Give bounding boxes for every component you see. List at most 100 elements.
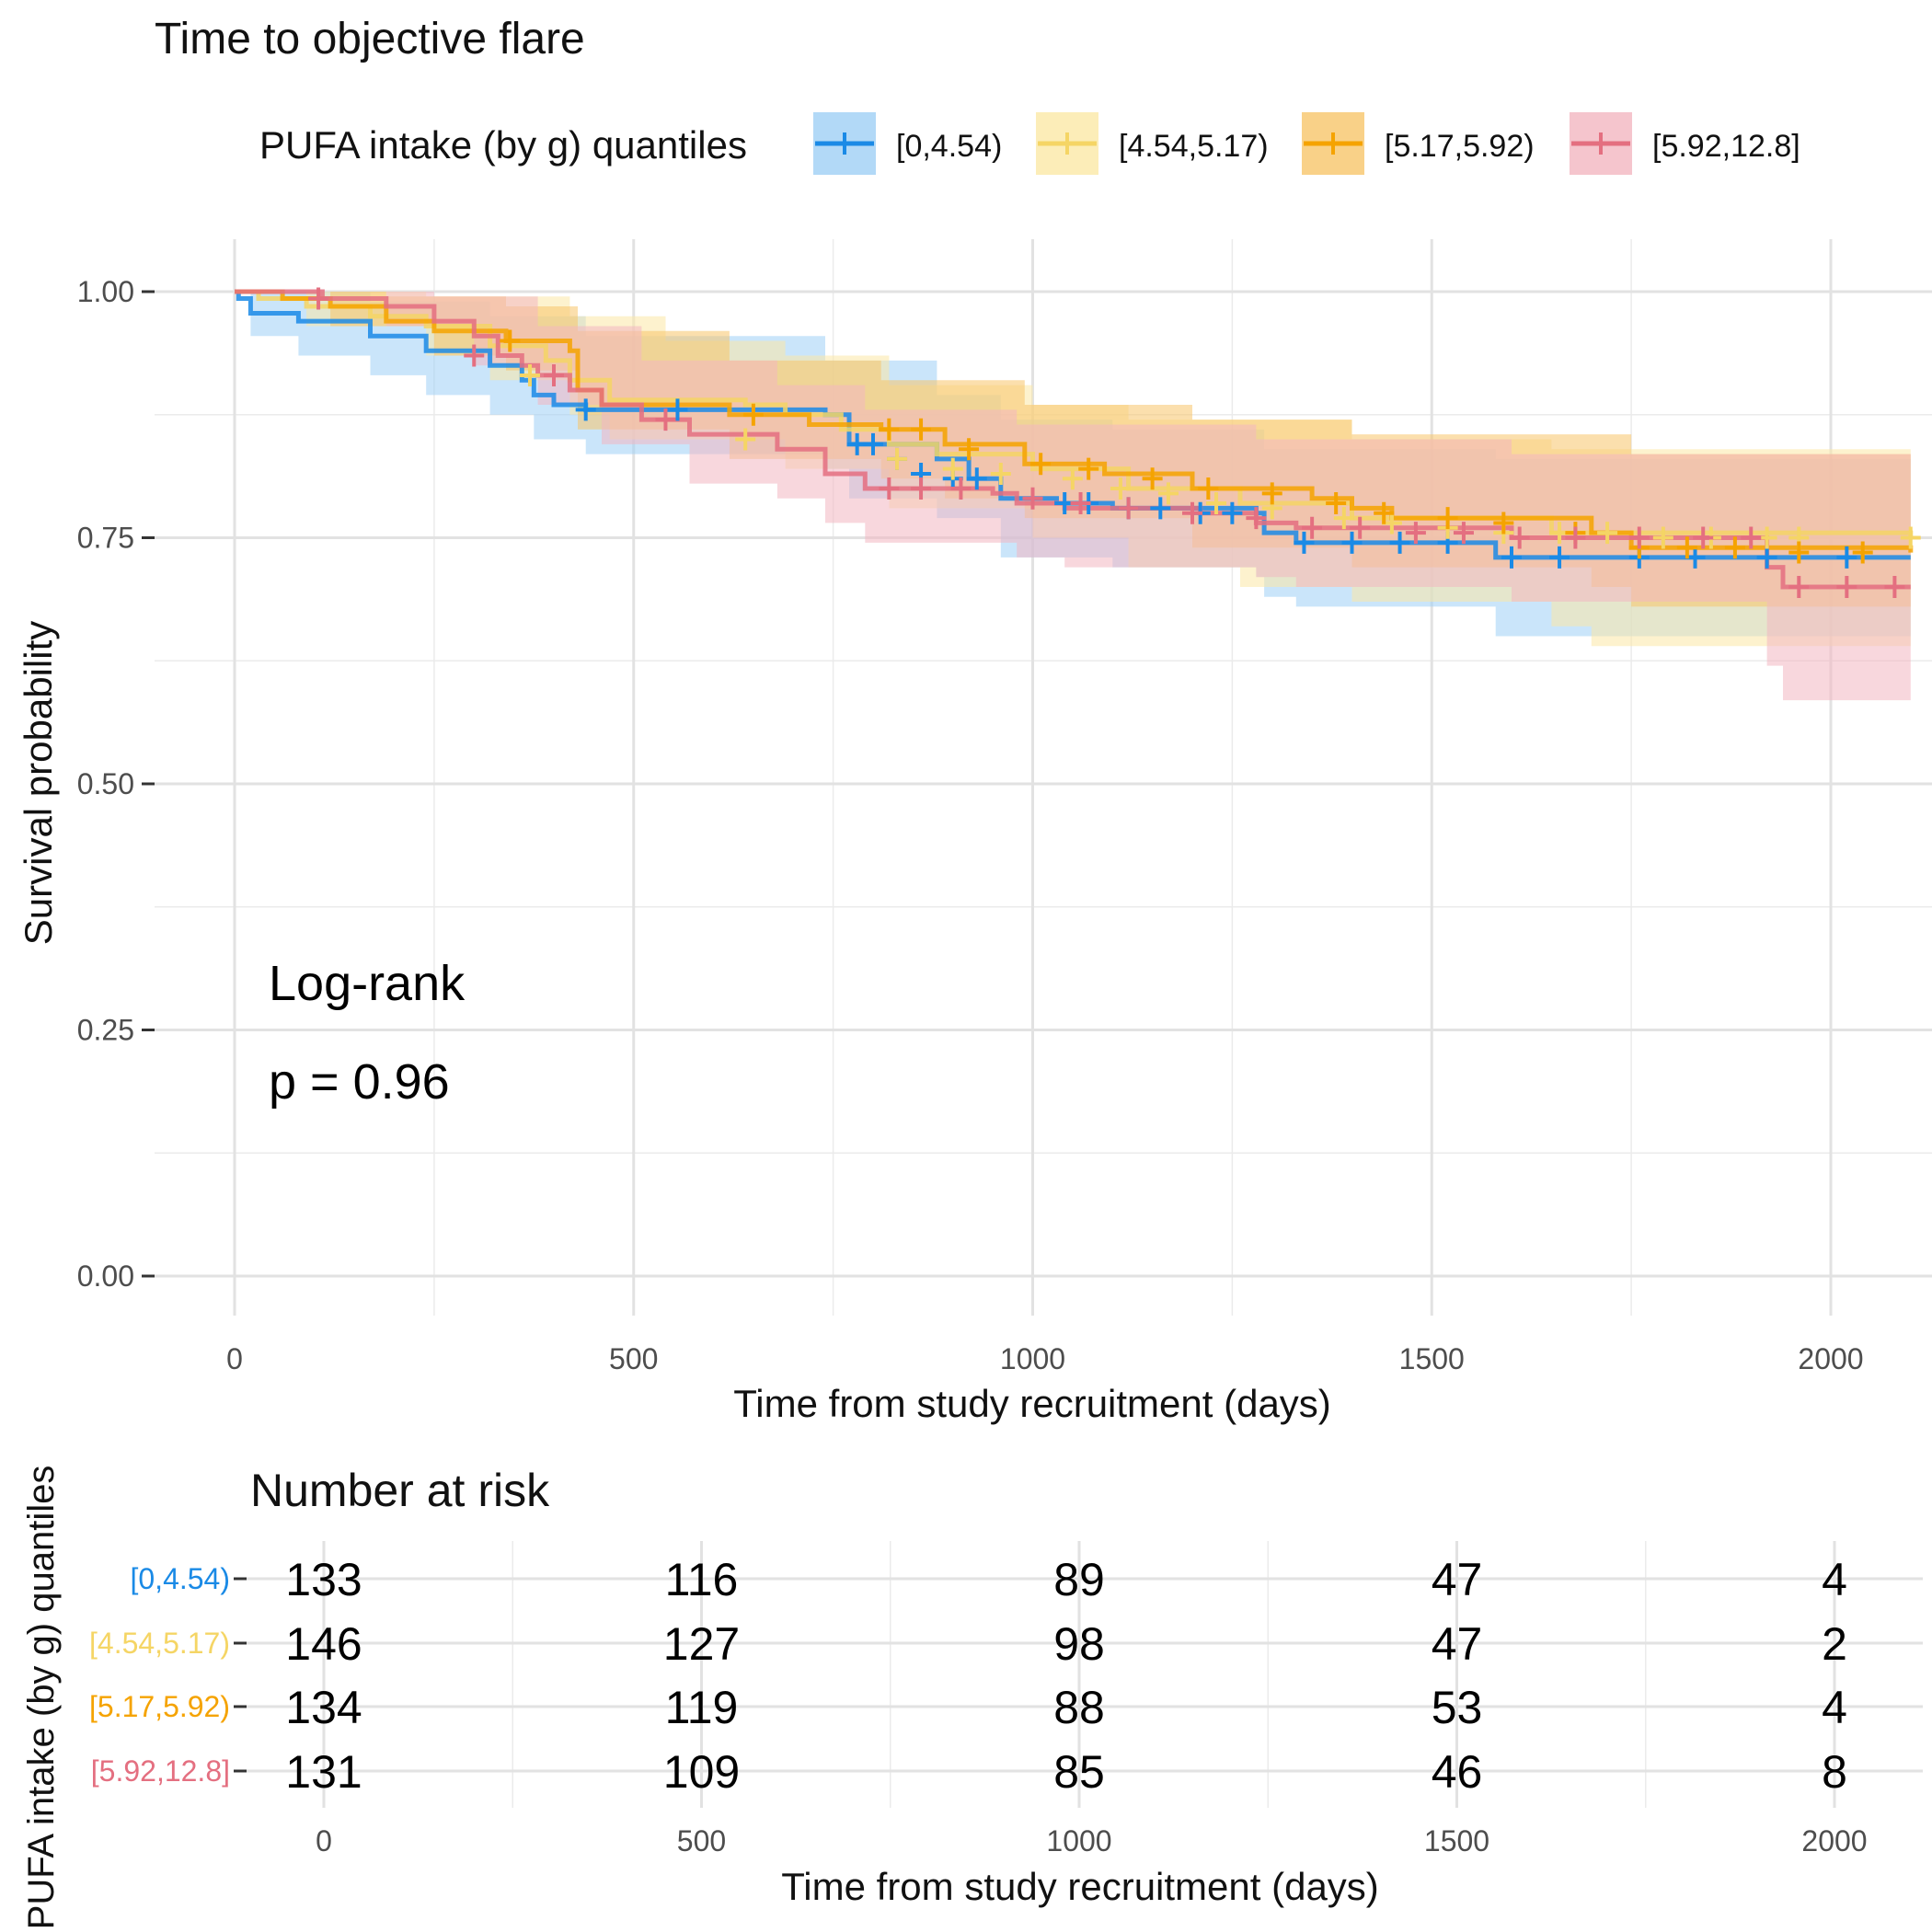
censor-mark — [1852, 541, 1873, 564]
x-tick-label: 2000 — [1798, 1342, 1863, 1375]
risk-x-tick-label: 500 — [677, 1824, 726, 1857]
censor-mark — [1836, 576, 1857, 598]
legend-item-3: [5.17,5.92) — [1302, 112, 1535, 175]
survival-curve-2 — [235, 289, 1914, 538]
censor-mark — [1142, 467, 1163, 490]
x-tick-label: 1000 — [1000, 1342, 1065, 1375]
censor-mark — [1078, 457, 1099, 480]
censor-mark — [575, 398, 596, 421]
risk-count: 98 — [1053, 1618, 1105, 1670]
risk-row-label: [5.17,5.92) — [89, 1690, 230, 1723]
risk-x-tick-label: 0 — [316, 1824, 332, 1857]
censor-mark — [990, 462, 1011, 485]
risk-count: 47 — [1432, 1618, 1483, 1670]
censor-mark — [1333, 507, 1354, 530]
legend-item-4: [5.92,12.8] — [1570, 112, 1800, 175]
legend-label: [5.92,12.8] — [1652, 129, 1800, 164]
censor-mark — [500, 329, 521, 352]
censor-mark — [1030, 453, 1052, 476]
censor-mark — [1222, 501, 1243, 524]
censor-mark — [966, 467, 987, 490]
logrank-label: Log-rank — [269, 956, 466, 1011]
risk-count: 109 — [663, 1746, 740, 1798]
x-tick-label: 1500 — [1399, 1342, 1465, 1375]
censor-mark — [1652, 526, 1673, 549]
risk-table-y-label: PUFA intake (by g) quantiles — [21, 1466, 62, 1930]
legend: PUFA intake (by g) quantiles [0,4.54) [4.… — [259, 112, 1800, 175]
risk-count: 46 — [1432, 1746, 1483, 1798]
chart-title: Time to objective flare — [155, 15, 585, 63]
censor-mark — [911, 477, 932, 500]
y-tick-label: 1.00 — [77, 275, 134, 308]
legend-item-2: [4.54,5.17) — [1036, 112, 1269, 175]
x-tick-label: 500 — [609, 1342, 658, 1375]
x-tick-label: 0 — [226, 1342, 243, 1375]
risk-x-tick-label: 1000 — [1046, 1824, 1111, 1857]
censor-mark — [308, 287, 329, 310]
y-tick-label: 0.25 — [77, 1014, 134, 1047]
censor-mark — [1157, 482, 1179, 505]
censor-mark — [1565, 526, 1586, 549]
risk-count: 53 — [1432, 1682, 1483, 1733]
censor-mark — [1350, 516, 1371, 539]
censor-mark — [1788, 576, 1810, 598]
censor-mark — [1724, 536, 1745, 559]
risk-x-tick-label: 1500 — [1424, 1824, 1489, 1857]
risk-count: 127 — [663, 1618, 740, 1670]
censor-mark — [879, 418, 900, 441]
risk-count: 4 — [1822, 1554, 1847, 1605]
censor-mark — [1374, 501, 1395, 524]
risk-count: 88 — [1053, 1682, 1105, 1733]
risk-count: 89 — [1053, 1554, 1105, 1605]
risk-table-title: Number at risk — [250, 1465, 550, 1516]
censor-mark — [1261, 482, 1282, 505]
censor-mark — [1294, 531, 1315, 554]
ci-band-4 — [235, 292, 1911, 701]
risk-table: Number at risk [0,4.54) 133 116 89 47 4 [4.54,… — [21, 1465, 1923, 1929]
censor-mark — [735, 428, 756, 451]
y-axis-label: Survival probability — [17, 621, 60, 946]
censor-mark — [1022, 487, 1043, 510]
censor-mark — [742, 403, 764, 426]
risk-count: 146 — [285, 1618, 362, 1670]
risk-count: 133 — [285, 1554, 362, 1605]
y-tick-label: 0.75 — [77, 522, 134, 555]
y-tick-label: 0.50 — [77, 767, 134, 800]
censor-mark — [887, 447, 908, 470]
risk-count: 2 — [1822, 1618, 1847, 1670]
p-value: p = 0.96 — [269, 1054, 450, 1110]
censor-mark — [950, 477, 972, 500]
risk-count: 119 — [665, 1682, 739, 1733]
censor-mark — [1198, 477, 1219, 500]
censor-mark — [1150, 497, 1171, 520]
x-axis-label: Time from study recruitment (days) — [733, 1382, 1331, 1425]
risk-count: 131 — [285, 1746, 362, 1798]
censor-mark — [879, 477, 900, 500]
survival-plot: 0 500 1000 1500 2000 0.00 0.25 0.50 0.75 1.00 — [77, 239, 1932, 1375]
censor-mark — [959, 438, 980, 461]
censor-mark — [1070, 492, 1091, 515]
risk-row-label: [0,4.54) — [130, 1562, 230, 1595]
censor-mark — [1628, 526, 1650, 549]
censor-mark — [519, 363, 540, 386]
y-tick-label: 0.00 — [77, 1259, 134, 1293]
censor-mark — [1118, 497, 1139, 520]
censor-mark — [1756, 546, 1777, 569]
risk-count: 134 — [285, 1682, 362, 1733]
risk-table-x-label: Time from study recruitment (days) — [781, 1865, 1379, 1908]
censor-mark — [1206, 492, 1227, 515]
risk-row-label: [4.54,5.17) — [89, 1627, 230, 1660]
censor-mark — [1741, 526, 1762, 549]
censor-mark — [1676, 536, 1697, 559]
censor-mark — [1597, 522, 1618, 545]
censor-mark — [1326, 492, 1347, 515]
censor-mark — [1788, 541, 1810, 564]
censor-mark — [1110, 477, 1131, 500]
censor-mark — [464, 344, 485, 367]
risk-count: 47 — [1432, 1554, 1483, 1605]
censor-mark — [1900, 526, 1921, 549]
risk-count: 116 — [665, 1554, 739, 1605]
legend-label: [5.17,5.92) — [1385, 129, 1535, 164]
censor-mark — [1453, 522, 1474, 545]
